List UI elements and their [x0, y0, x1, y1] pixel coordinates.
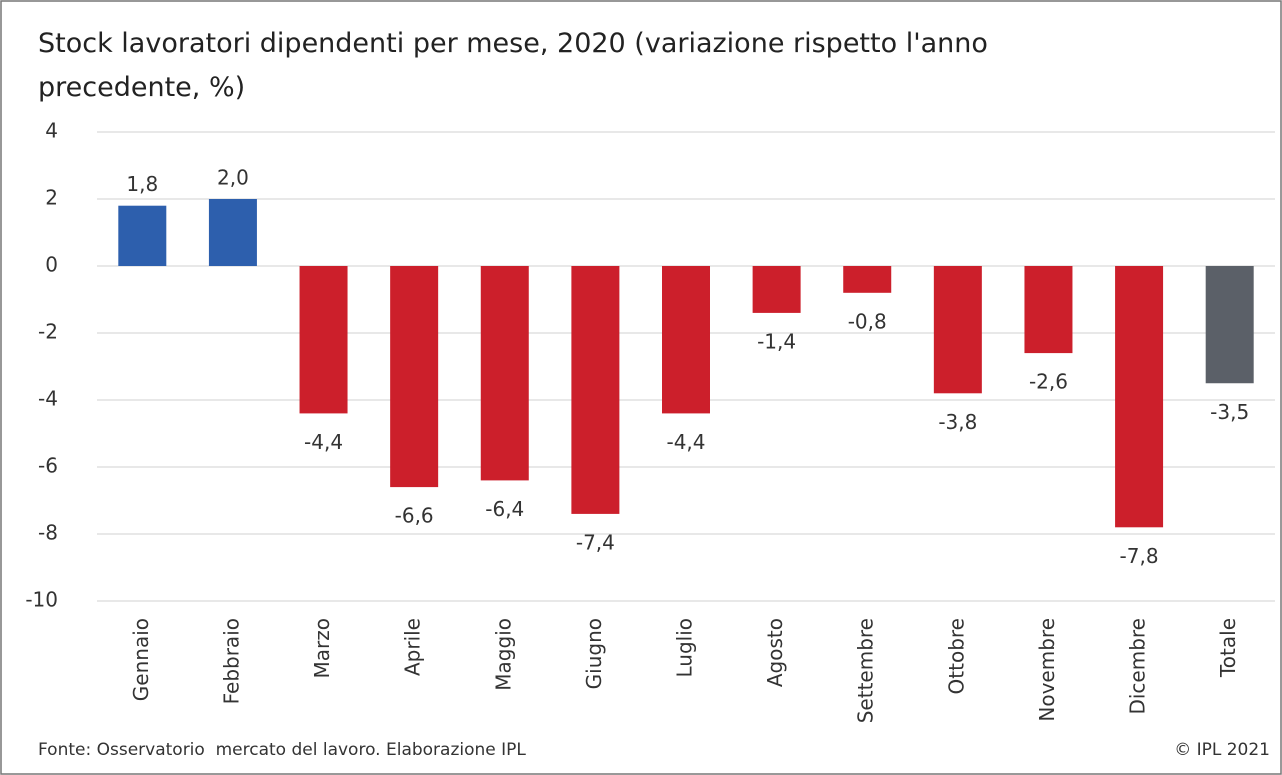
value-label: -4,4: [666, 430, 705, 454]
bar: [390, 266, 439, 488]
y-tick-label: 2: [45, 186, 58, 210]
y-tick-label: -10: [25, 588, 58, 612]
bar: [843, 266, 892, 293]
value-label: -2,6: [1029, 370, 1068, 394]
credit: © IPL 2021: [1174, 740, 1270, 760]
bar: [1115, 266, 1164, 528]
value-label: -0,8: [848, 309, 887, 333]
bar: [1024, 266, 1073, 354]
x-tick-label: Marzo: [310, 618, 334, 678]
value-label: -7,4: [576, 530, 615, 554]
value-label: -3,5: [1210, 400, 1249, 424]
x-tick-label: Settembre: [854, 618, 878, 723]
y-tick-label: 4: [45, 119, 58, 143]
source: Fonte: Osservatorio mercato del lavoro. …: [38, 740, 526, 760]
value-label: -4,4: [304, 430, 343, 454]
value-label: 2,0: [217, 166, 249, 190]
bar: [480, 266, 529, 481]
x-tick-label: Gennaio: [129, 618, 153, 701]
x-tick-label: Aprile: [401, 618, 425, 676]
x-tick-label: Novembre: [1035, 618, 1059, 722]
x-tick-label: Giugno: [582, 618, 606, 689]
bar: [662, 266, 710, 414]
chart-title: Stock lavoratori dipendenti per mese, 20…: [38, 28, 988, 103]
bar: [208, 199, 257, 266]
bar: [118, 205, 167, 266]
x-tick-label: Febbraio: [219, 618, 243, 704]
y-tick-label: 0: [45, 253, 58, 277]
y-tick-label: -8: [38, 521, 58, 545]
bar: [571, 266, 620, 514]
value-label: -6,6: [395, 504, 434, 528]
x-tick-label: Maggio: [491, 618, 515, 691]
bar: [1205, 266, 1254, 384]
value-label: -3,8: [938, 410, 977, 434]
x-tick-label: Agosto: [763, 618, 787, 687]
y-tick-label: -4: [38, 387, 58, 411]
bar: [752, 266, 801, 313]
y-tick-label: -6: [38, 454, 58, 478]
value-label: -1,4: [757, 329, 796, 353]
x-tick-label: Ottobre: [944, 618, 968, 694]
bar: [299, 266, 348, 414]
value-label: -7,8: [1120, 544, 1159, 568]
x-tick-label: Dicembre: [1126, 618, 1150, 715]
value-label: -6,4: [485, 497, 524, 521]
value-label: 1,8: [126, 172, 158, 196]
x-tick-label: Totale: [1216, 618, 1240, 678]
y-tick-label: -2: [38, 320, 58, 344]
x-tick-label: Luglio: [673, 618, 697, 678]
bar: [933, 266, 982, 394]
